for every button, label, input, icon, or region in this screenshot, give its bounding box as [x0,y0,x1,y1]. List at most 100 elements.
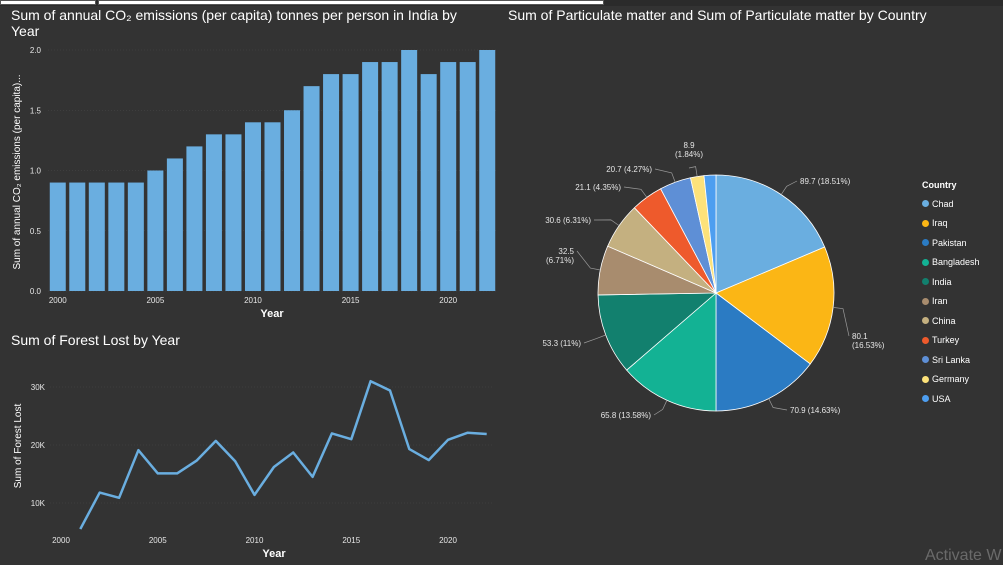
pie-data-label: 53.3 (11%) [542,339,581,348]
pie-data-label: 20.7 (4.27%) [606,165,652,174]
legend-title: Country [922,180,957,190]
legend-label: Iran [932,296,948,307]
legend-item-india[interactable]: India [922,272,980,292]
pie-slice-pakistan [715,292,811,412]
co2-y-axis-title: Sum of annual CO₂ emissions (per capita)… [12,74,23,269]
pie-leader-line [593,219,620,226]
legend-item-usa[interactable]: USA [922,389,980,409]
legend-label: Germany [932,374,970,385]
forest-x-axis-title: Year [262,548,286,560]
legend-swatch [922,200,929,208]
co2-bar [420,74,437,291]
forest-line-chart: Year Sum of Forest Lost 10K 20K 30K 2000 200… [13,379,492,560]
co2-bar-chart: Year Sum of annual CO₂ emissions (per ca… [12,46,497,320]
pie-leader-line [780,180,798,195]
co2-x-tick: 2015 [342,296,360,305]
legend-label: USA [932,393,951,404]
co2-bar [362,62,379,291]
pie-slice-chad [715,174,826,294]
legend-item-china[interactable]: China [922,311,980,331]
co2-bar [69,182,86,291]
pie-leader-line [768,398,788,411]
activate-windows-watermark: Activate W [925,547,1002,564]
pie-data-label: 32.5 (6.71%) [546,247,575,265]
legend-label: China [932,315,956,326]
legend-label: Pakistan [932,237,967,248]
co2-bar [459,62,476,291]
co2-bar [49,182,66,291]
forest-x-tick: 2000 [52,536,70,545]
legend-label: India [932,276,952,287]
legend-swatch [922,239,929,247]
legend-swatch [922,356,929,364]
pie-data-label: 21.1 (4.35%) [575,183,621,192]
pie-data-label: 70.9 (14.63%) [790,406,841,415]
page-tab-2[interactable] [98,0,604,5]
forest-y-axis-title: Sum of Forest Lost [13,404,24,489]
forest-y-tick: 10K [31,499,46,508]
legend-swatch [922,258,929,266]
legend-swatch [922,336,929,344]
legend-item-sri-lanka[interactable]: Sri Lanka [922,350,980,370]
legend-swatch [922,375,929,383]
legend-item-iran[interactable]: Iran [922,292,980,312]
co2-bar [381,62,398,291]
legend-swatch [922,278,929,286]
co2-y-tick: 1.0 [30,167,42,176]
pie-leader-line [653,400,668,416]
forest-y-tick: 30K [31,383,46,392]
pie-data-label: 30.6 (6.31%) [545,216,591,225]
legend-item-germany[interactable]: Germany [922,370,980,390]
legend-swatch [922,219,929,227]
co2-x-tick: 2000 [49,296,67,305]
forest-chart-title: Sum of Forest Lost by Year [11,332,180,348]
forest-x-tick: 2005 [149,536,167,545]
pm-chart-title: Sum of Particulate matter and Sum of Par… [508,7,927,23]
legend-label: Bangladesh [932,257,980,268]
co2-x-axis-title: Year [260,308,284,320]
co2-bar [244,122,261,291]
co2-bar [205,134,222,291]
co2-y-tick: 2.0 [30,46,42,55]
co2-x-tick: 2005 [146,296,164,305]
co2-y-tick: 0.0 [30,287,42,296]
forest-x-tick: 2015 [342,536,360,545]
co2-x-tick: 2020 [439,296,457,305]
page-tab-1[interactable] [0,0,96,5]
co2-bar [166,158,183,291]
legend-item-turkey[interactable]: Turkey [922,331,980,351]
co2-bar [440,62,457,291]
pie-leader-line [833,307,850,337]
legend-swatch [922,317,929,325]
pie-leader-line [576,250,601,271]
pie-leader-line [583,334,606,344]
co2-bar [147,170,164,291]
legend-label: Turkey [932,335,960,346]
co2-bar [186,146,203,291]
legend-item-chad[interactable]: Chad [922,194,980,214]
co2-x-tick: 2010 [244,296,262,305]
forest-y-tick: 20K [31,441,46,450]
co2-chart-title: Sum of annual CO₂ emissions (per capita)… [11,7,457,39]
pie-slice-bangladesh [626,292,717,412]
co2-bar [264,122,281,291]
legend-label: Iraq [932,218,948,229]
forest-line [79,379,487,530]
pie-leader-line [623,186,648,198]
co2-bar [323,74,340,291]
co2-y-tick: 0.5 [30,227,42,236]
co2-bar [88,182,105,291]
co2-bar [127,182,144,291]
legend-item-pakistan[interactable]: Pakistan [922,233,980,253]
forest-x-tick: 2010 [246,536,264,545]
pie-data-label: 80.1 (16.53%) [852,332,885,350]
legend-item-bangladesh[interactable]: Bangladesh [922,253,980,273]
pie-leader-line [688,166,698,177]
pie-slice-usa [703,174,717,294]
co2-bar [284,110,301,291]
co2-bar [479,50,496,291]
legend-swatch [922,395,929,403]
legend-item-iraq[interactable]: Iraq [922,214,980,234]
pie-leader-line [654,168,676,183]
